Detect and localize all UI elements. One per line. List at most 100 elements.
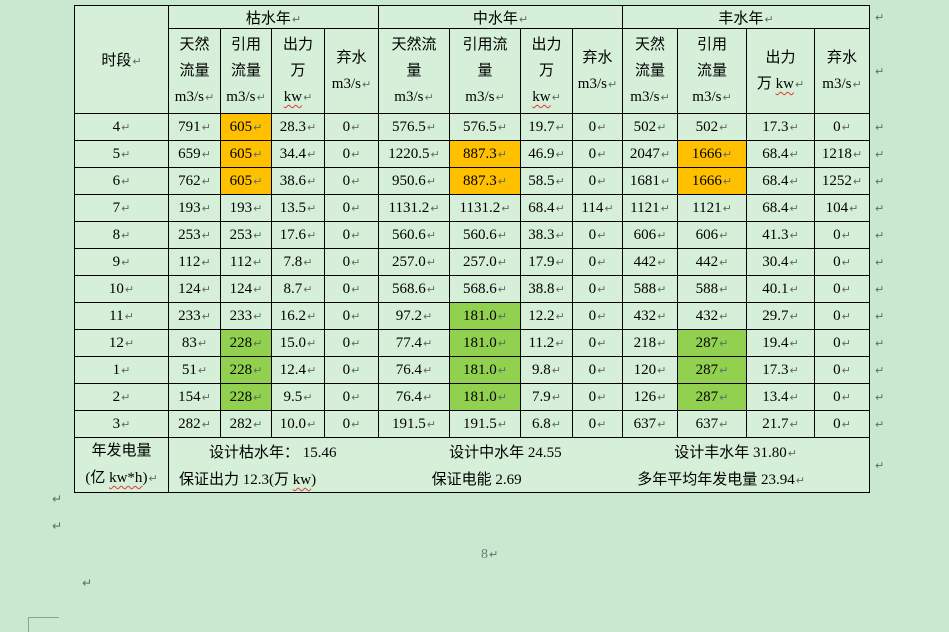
value-cell[interactable]: 0↵: [324, 140, 379, 168]
value-cell[interactable]: 16.2↵: [271, 302, 325, 330]
value-cell[interactable]: 1220.5↵: [378, 140, 450, 168]
value-cell[interactable]: 68.4↵: [746, 194, 815, 222]
value-cell[interactable]: 0↵: [814, 302, 870, 330]
value-cell[interactable]: 97.2↵: [378, 302, 450, 330]
design-summary-cell[interactable]: 设计枯水年： 15.46 设计中水年 24.55 设计丰水年 31.80↵ 保证出力 …: [168, 437, 870, 493]
value-cell[interactable]: 0↵: [814, 356, 870, 384]
value-cell[interactable]: 0↵: [814, 113, 870, 141]
value-cell[interactable]: 19.4↵: [746, 329, 815, 357]
value-cell[interactable]: 17.9↵: [520, 248, 573, 276]
value-cell[interactable]: 0↵: [572, 140, 623, 168]
value-cell[interactable]: 112↵: [220, 248, 272, 276]
column-header[interactable]: 天然流量 m3/s↵: [168, 28, 221, 114]
value-cell[interactable]: 30.4↵: [746, 248, 815, 276]
value-cell[interactable]: 1121↵: [622, 194, 678, 222]
value-cell[interactable]: 193↵: [168, 194, 221, 222]
value-cell[interactable]: 0↵: [572, 167, 623, 195]
value-cell[interactable]: 228↵: [220, 383, 272, 411]
value-cell[interactable]: 0↵: [324, 221, 379, 249]
value-cell[interactable]: 1121↵: [677, 194, 747, 222]
value-cell[interactable]: 0↵: [814, 383, 870, 411]
value-cell[interactable]: 0↵: [324, 302, 379, 330]
value-cell[interactable]: 282↵: [220, 410, 272, 438]
value-cell[interactable]: 51↵: [168, 356, 221, 384]
column-header[interactable]: 出力万 kw↵: [271, 28, 325, 114]
value-cell[interactable]: 287↵: [677, 356, 747, 384]
column-header[interactable]: 弃水 m3/s↵: [814, 28, 870, 114]
value-cell[interactable]: 17.6↵: [271, 221, 325, 249]
value-cell[interactable]: 791↵: [168, 113, 221, 141]
value-cell[interactable]: 191.5↵: [378, 410, 450, 438]
value-cell[interactable]: 8.7↵: [271, 275, 325, 303]
value-cell[interactable]: 2047↵: [622, 140, 678, 168]
value-cell[interactable]: 68.4↵: [520, 194, 573, 222]
value-cell[interactable]: 560.6↵: [449, 221, 521, 249]
value-cell[interactable]: 104↵: [814, 194, 870, 222]
value-cell[interactable]: 126↵: [622, 383, 678, 411]
value-cell[interactable]: 432↵: [622, 302, 678, 330]
value-cell[interactable]: 83↵: [168, 329, 221, 357]
period-cell[interactable]: 3↵: [74, 410, 169, 438]
value-cell[interactable]: 253↵: [168, 221, 221, 249]
value-cell[interactable]: 0↵: [814, 275, 870, 303]
year-section-header-1[interactable]: 枯水年↵: [168, 5, 379, 29]
value-cell[interactable]: 28.3↵: [271, 113, 325, 141]
value-cell[interactable]: 120↵: [622, 356, 678, 384]
annual-generation-label-cell[interactable]: 年发电量 (亿 kw*h)↵: [74, 437, 169, 493]
value-cell[interactable]: 1666↵: [677, 167, 747, 195]
column-header[interactable]: 出力万 kw↵: [520, 28, 573, 114]
value-cell[interactable]: 0↵: [324, 275, 379, 303]
value-cell[interactable]: 1666↵: [677, 140, 747, 168]
value-cell[interactable]: 19.7↵: [520, 113, 573, 141]
value-cell[interactable]: 154↵: [168, 383, 221, 411]
value-cell[interactable]: 442↵: [622, 248, 678, 276]
value-cell[interactable]: 58.5↵: [520, 167, 573, 195]
value-cell[interactable]: 233↵: [220, 302, 272, 330]
value-cell[interactable]: 0↵: [572, 383, 623, 411]
value-cell[interactable]: 17.3↵: [746, 113, 815, 141]
value-cell[interactable]: 0↵: [572, 221, 623, 249]
value-cell[interactable]: 0↵: [324, 167, 379, 195]
value-cell[interactable]: 0↵: [572, 302, 623, 330]
period-cell[interactable]: 5↵: [74, 140, 169, 168]
value-cell[interactable]: 576.5↵: [378, 113, 450, 141]
period-cell[interactable]: 11↵: [74, 302, 169, 330]
value-cell[interactable]: 0↵: [324, 194, 379, 222]
year-section-header-2[interactable]: 中水年↵: [378, 5, 623, 29]
value-cell[interactable]: 0↵: [814, 329, 870, 357]
value-cell[interactable]: 15.0↵: [271, 329, 325, 357]
value-cell[interactable]: 124↵: [220, 275, 272, 303]
value-cell[interactable]: 0↵: [572, 248, 623, 276]
value-cell[interactable]: 568.6↵: [449, 275, 521, 303]
period-cell[interactable]: 9↵: [74, 248, 169, 276]
period-cell[interactable]: 8↵: [74, 221, 169, 249]
column-header[interactable]: 弃水 m3/s↵: [572, 28, 623, 114]
value-cell[interactable]: 1131.2↵: [378, 194, 450, 222]
value-cell[interactable]: 68.4↵: [746, 167, 815, 195]
period-cell[interactable]: 10↵: [74, 275, 169, 303]
value-cell[interactable]: 0↵: [814, 221, 870, 249]
value-cell[interactable]: 233↵: [168, 302, 221, 330]
value-cell[interactable]: 34.4↵: [271, 140, 325, 168]
value-cell[interactable]: 0↵: [572, 356, 623, 384]
value-cell[interactable]: 0↵: [572, 329, 623, 357]
value-cell[interactable]: 21.7↵: [746, 410, 815, 438]
column-header[interactable]: 引用流量 m3/s↵: [449, 28, 521, 114]
value-cell[interactable]: 0↵: [324, 329, 379, 357]
value-cell[interactable]: 218↵: [622, 329, 678, 357]
period-cell[interactable]: 1↵: [74, 356, 169, 384]
value-cell[interactable]: 12.2↵: [520, 302, 573, 330]
value-cell[interactable]: 181.0↵: [449, 329, 521, 357]
value-cell[interactable]: 605↵: [220, 167, 272, 195]
value-cell[interactable]: 46.9↵: [520, 140, 573, 168]
value-cell[interactable]: 38.8↵: [520, 275, 573, 303]
value-cell[interactable]: 38.6↵: [271, 167, 325, 195]
value-cell[interactable]: 0↵: [814, 410, 870, 438]
value-cell[interactable]: 762↵: [168, 167, 221, 195]
value-cell[interactable]: 77.4↵: [378, 329, 450, 357]
value-cell[interactable]: 40.1↵: [746, 275, 815, 303]
column-header[interactable]: 引用流量 m3/s↵: [220, 28, 272, 114]
value-cell[interactable]: 1131.2↵: [449, 194, 521, 222]
value-cell[interactable]: 41.3↵: [746, 221, 815, 249]
value-cell[interactable]: 442↵: [677, 248, 747, 276]
